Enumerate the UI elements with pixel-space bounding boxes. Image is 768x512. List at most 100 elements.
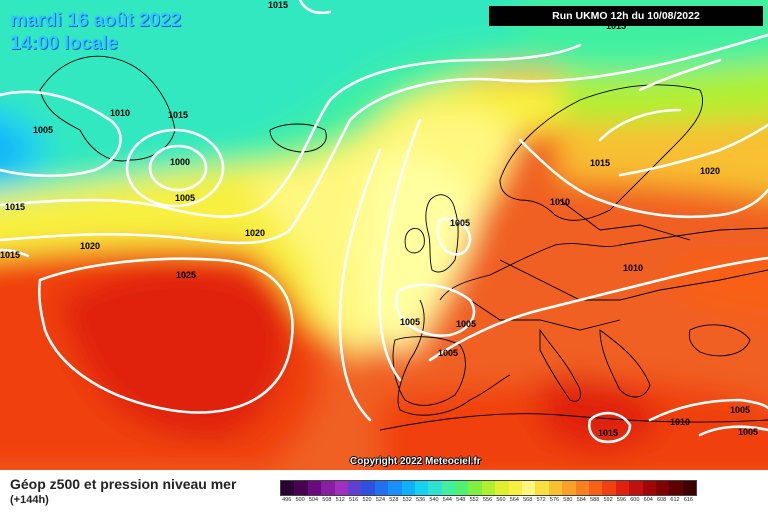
scale-label: 512: [335, 497, 345, 503]
scale-label: 528: [389, 497, 399, 503]
scale-swatch: [455, 481, 469, 495]
scale-swatch: [347, 481, 362, 495]
scale-label: 592: [603, 497, 613, 503]
scale-swatch: [361, 481, 375, 495]
scale-label: 508: [322, 497, 332, 503]
scale-swatch: [441, 481, 456, 495]
copyright-notice: Copyright 2022 Meteociel.fr: [350, 456, 481, 467]
scale-label: 520: [362, 497, 372, 503]
scale-label: 588: [590, 497, 600, 503]
scale-swatch: [321, 481, 335, 495]
model-run-badge: Run UKMO 12h du 10/08/2022: [489, 6, 763, 26]
scale-label: 496: [282, 497, 292, 503]
scale-swatch: [655, 481, 670, 495]
scale-swatch: [682, 481, 697, 495]
scale-label: 612: [670, 497, 680, 503]
legend-title: Géop z500 et pression niveau mer: [10, 476, 237, 492]
scale-label: 576: [549, 497, 560, 503]
isobar-label: 1010: [670, 417, 690, 427]
legend-bar: Géop z500 et pression niveau mer (+144h)…: [0, 470, 768, 512]
geopotential-field: [0, 0, 768, 470]
scale-swatch: [281, 481, 295, 495]
color-scale-labels: 496 500 504 508 512 516 520 524 528 532 536 540 544 5…: [280, 497, 695, 507]
scale-swatch: [468, 481, 482, 495]
scale-label: 560: [496, 497, 506, 503]
scale-label: 580: [563, 497, 573, 503]
scale-swatch: [548, 481, 563, 495]
scale-label: 608: [657, 497, 667, 503]
scale-swatch: [388, 481, 402, 495]
scale-swatch: [629, 481, 643, 495]
scale-label: 500: [295, 497, 305, 503]
scale-label: 544: [442, 497, 452, 503]
scale-label: 532: [402, 497, 412, 503]
isobar-label: 1005: [400, 317, 420, 327]
scale-swatch: [575, 481, 589, 495]
isobar-label: 1000: [170, 157, 190, 167]
isobar-label: 1010: [550, 197, 570, 207]
isobar-label: 1010: [623, 263, 643, 273]
scale-label: 584: [576, 497, 586, 503]
legend-subtitle: (+144h): [10, 494, 49, 506]
scale-swatch: [562, 481, 576, 495]
isobar-label: 1020: [245, 228, 265, 238]
scale-swatch: [414, 481, 429, 495]
isobar-label: 1015: [268, 0, 288, 10]
scale-swatch: [495, 481, 509, 495]
isobar-label: 1005: [738, 427, 758, 437]
scale-label: 504: [308, 497, 319, 503]
isobar-label: 1005: [438, 348, 458, 358]
scale-label: 616: [683, 497, 693, 503]
scale-label: 556: [482, 497, 493, 503]
isobar-label: 1005: [33, 125, 53, 135]
scale-label: 540: [429, 497, 439, 503]
scale-label: 536: [416, 497, 426, 503]
scale-swatch: [334, 481, 348, 495]
scale-swatch: [615, 481, 630, 495]
isobar-label: 1015: [5, 202, 25, 212]
isobar-label: 1015: [606, 21, 626, 31]
scale-swatch: [294, 481, 308, 495]
scale-swatch: [508, 481, 523, 495]
scale-swatch: [669, 481, 683, 495]
isobar-labels: 1015 1015 1010 1005 1015 1000 1005 1015 …: [0, 0, 758, 438]
isobar-label: 1005: [730, 405, 750, 415]
scale-swatch: [307, 481, 322, 495]
scale-label: 600: [630, 497, 640, 503]
coastlines: [39, 55, 768, 431]
isobar-label: 1025: [176, 270, 196, 280]
scale-swatch: [374, 481, 389, 495]
scale-label: 548: [456, 497, 466, 503]
color-scale: [280, 480, 698, 496]
isobar-label: 1005: [450, 218, 470, 228]
scale-swatch: [401, 481, 415, 495]
scale-label: 604: [643, 497, 653, 503]
scale-label: 516: [349, 497, 359, 503]
scale-label: 552: [469, 497, 479, 503]
scale-swatch: [588, 481, 603, 495]
weather-map: 1015 1015 1010 1005 1015 1000 1005 1015 …: [0, 0, 768, 470]
isobar-label: 1020: [80, 241, 100, 251]
isobars: [0, 0, 768, 442]
isobar-label: 1015: [598, 428, 618, 438]
scale-label: 524: [375, 497, 386, 503]
map-canvas: 1015 1015 1010 1005 1015 1000 1005 1015 …: [0, 0, 768, 470]
scale-swatch: [602, 481, 616, 495]
forecast-date: mardi 16 août 2022: [10, 10, 182, 31]
isobar-label: 1005: [175, 193, 195, 203]
forecast-time: 14:00 locale: [10, 33, 118, 54]
isobar-label: 1005: [456, 319, 476, 329]
scale-swatch: [481, 481, 496, 495]
scale-swatch: [522, 481, 536, 495]
scale-swatch: [642, 481, 656, 495]
isobar-label: 1015: [0, 250, 20, 260]
scale-label: 568: [523, 497, 533, 503]
isobar-label: 1010: [110, 108, 130, 118]
scale-label: 572: [536, 497, 546, 503]
isobar-label: 1015: [590, 158, 610, 168]
isobar-label: 1020: [700, 166, 720, 176]
scale-swatch: [535, 481, 549, 495]
scale-label: 596: [616, 497, 627, 503]
scale-label: 564: [509, 497, 519, 503]
